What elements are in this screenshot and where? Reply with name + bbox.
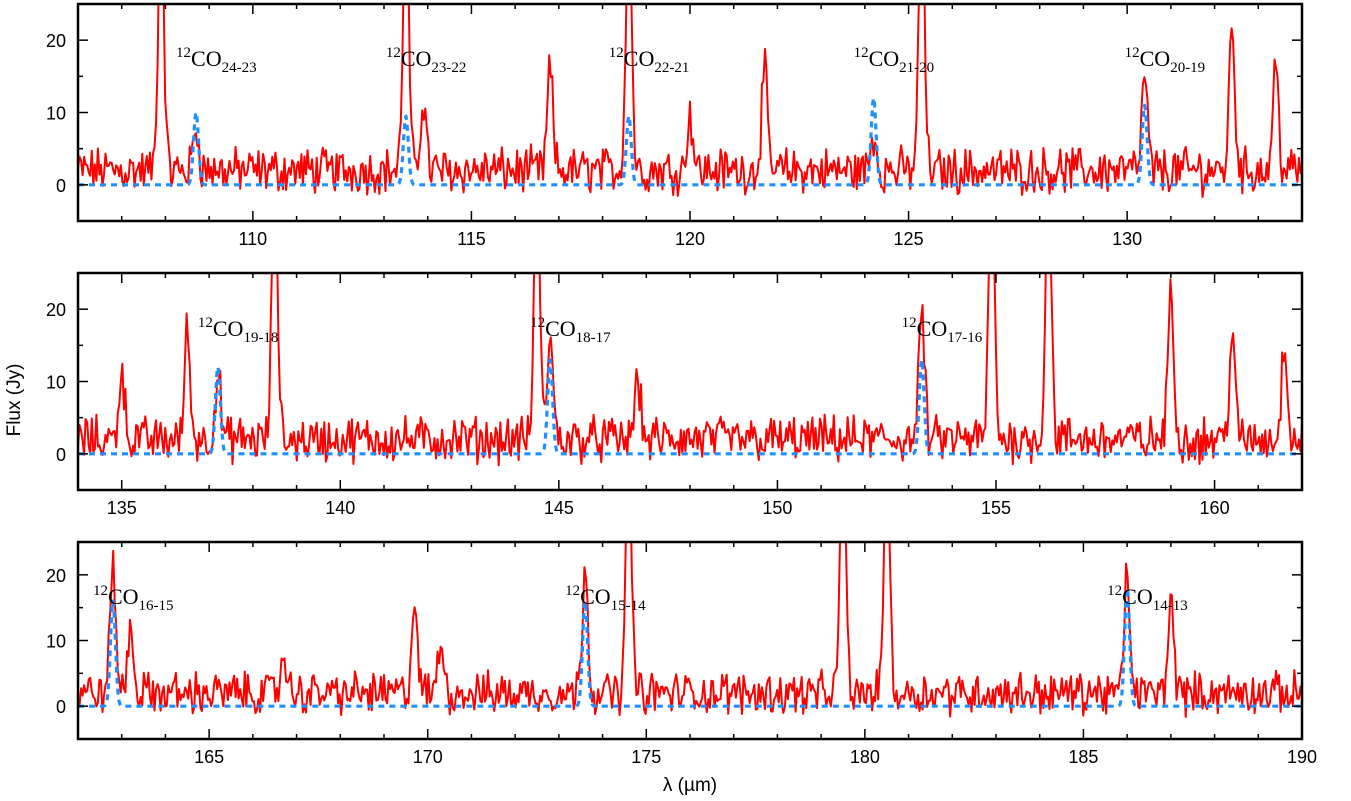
x-tick-label: 115: [457, 229, 486, 249]
line-label: 12CO23-22: [386, 45, 467, 76]
panels: 110 115 120 125 130 0 10 20 12CO24-23 12CO23-22 12…: [46, 2, 1317, 767]
panel-middle: 135 140 145 150 155 160 0 10 20 12CO19-18 12CO18-1…: [46, 271, 1304, 518]
line-label: 12CO20-19: [1125, 45, 1206, 76]
y-tick-label: 20: [46, 31, 66, 51]
line-label: 12CO16-15: [93, 583, 174, 614]
panel-bottom: 165 170 175 180 185 190 0 10 20 12CO16-15 12CO15-1…: [46, 540, 1317, 767]
observed-series-top: [78, 4, 1302, 198]
x-tick-label: 185: [1068, 747, 1098, 767]
y-tick-label: 20: [46, 300, 66, 320]
y-tick-label: 0: [56, 697, 66, 717]
x-tick-label: 165: [194, 747, 224, 767]
x-tick-label: 175: [631, 747, 661, 767]
x-tick-label: 120: [675, 229, 705, 249]
x-tick-label: 150: [762, 498, 792, 518]
line-label: 12CO15-14: [565, 583, 646, 614]
line-label: 12CO24-23: [176, 45, 257, 76]
observed-series-middle: [78, 273, 1302, 467]
line-label: 12CO17-16: [902, 315, 983, 346]
y-tick-label: 10: [46, 373, 66, 393]
line-label: 12CO18-17: [530, 315, 611, 346]
panel-top: 110 115 120 125 130 0 10 20 12CO24-23 12CO23-22 12…: [46, 2, 1304, 249]
x-axis-label: λ (µm): [663, 775, 717, 796]
x-tick-label: 130: [1112, 229, 1142, 249]
line-label: 12CO14-13: [1107, 583, 1188, 614]
x-tick-label: 140: [325, 498, 355, 518]
y-axis-label: Flux (Jy): [4, 364, 25, 437]
model-series-bottom: [78, 586, 1302, 708]
x-tick-label: 190: [1287, 747, 1317, 767]
x-tick-label: 145: [544, 498, 574, 518]
x-tick-label: 135: [107, 498, 137, 518]
model-series-top: [78, 96, 1302, 187]
line-label: 12CO19-18: [198, 315, 279, 346]
line-label: 12CO21-20: [854, 45, 935, 76]
plot-frame-bottom: [76, 540, 1304, 741]
x-tick-label: 125: [894, 229, 924, 249]
y-tick-label: 10: [46, 104, 66, 124]
x-tick-label: 155: [981, 498, 1011, 518]
x-tick-label: 160: [1200, 498, 1230, 518]
y-tick-label: 20: [46, 566, 66, 586]
observed-series-bottom: [78, 542, 1302, 718]
y-tick-label: 0: [56, 176, 66, 196]
line-label: 12CO22-21: [609, 45, 690, 76]
x-tick-label: 180: [850, 747, 880, 767]
y-tick-label: 10: [46, 632, 66, 652]
x-tick-label: 170: [413, 747, 443, 767]
plot-frame-middle: [76, 271, 1304, 492]
y-tick-label: 0: [56, 445, 66, 465]
x-tick-label: 110: [239, 229, 268, 249]
